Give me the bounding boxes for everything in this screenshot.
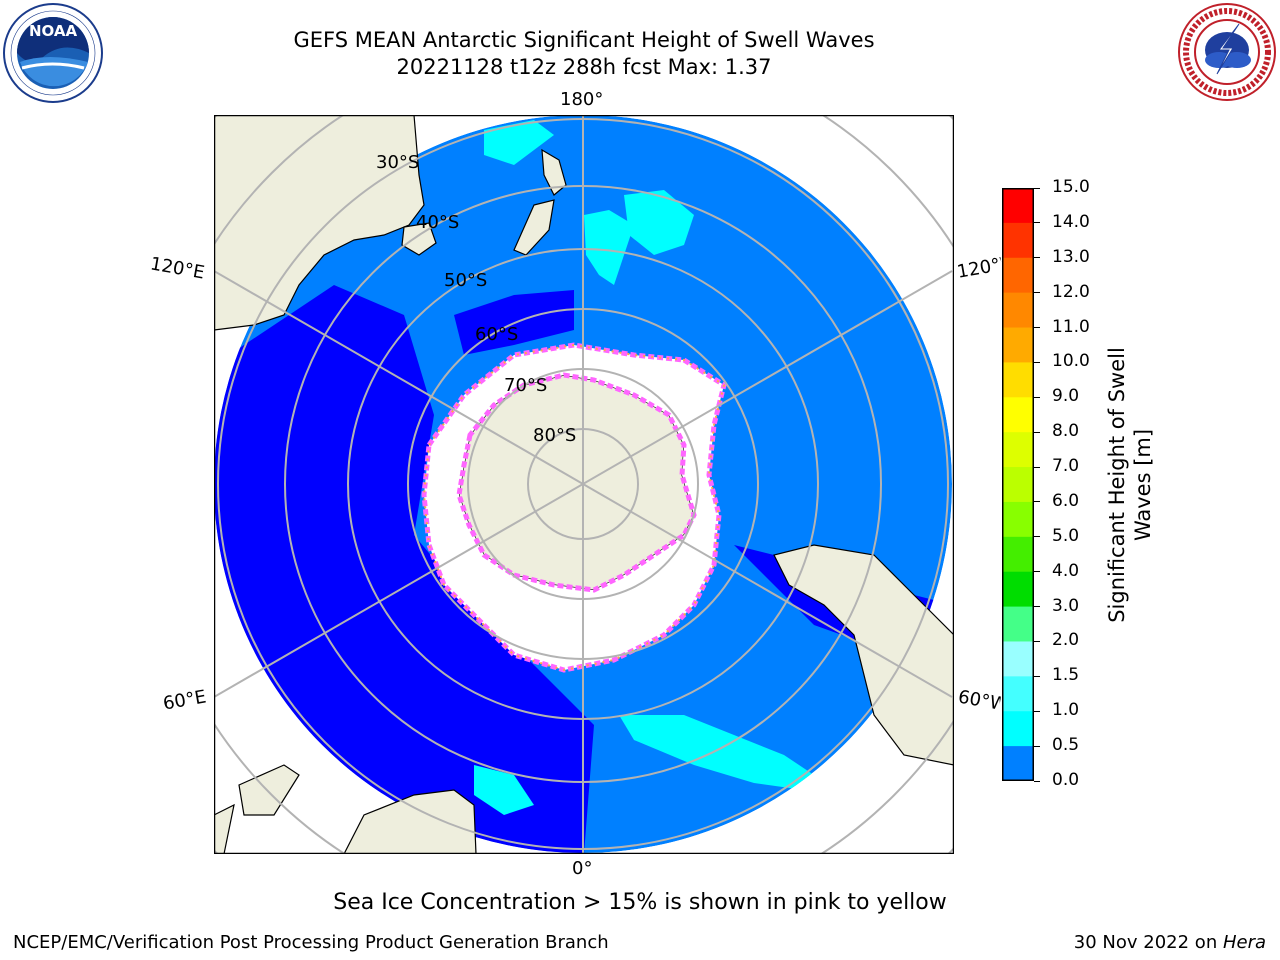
colorbar-tick-label: 15.0 <box>1052 177 1090 197</box>
colorbar-tick-mark <box>1034 675 1040 677</box>
colorbar-segment <box>1002 676 1034 712</box>
colorbar-segment <box>1002 641 1034 677</box>
lat-label-70s: 70°S <box>504 375 548 396</box>
lat-label-50s: 50°S <box>444 270 488 291</box>
low-swell-region <box>214 285 594 853</box>
lat-label-80s: 80°S <box>533 425 577 446</box>
noaa-logo-icon: NOAA <box>3 3 103 103</box>
colorbar-tick-mark <box>1034 466 1040 468</box>
footer-host: Hera <box>1222 932 1266 953</box>
colorbar-title-line2: Waves [m] <box>1131 428 1155 542</box>
colorbar-tick-mark <box>1034 361 1040 363</box>
colorbar-segment <box>1002 432 1034 468</box>
colorbar-segment <box>1002 711 1034 747</box>
colorbar-tick-mark <box>1034 745 1040 747</box>
colorbar-tick-label: 14.0 <box>1052 211 1090 232</box>
colorbar-segment <box>1002 188 1034 224</box>
lat-label-40s: 40°S <box>416 212 460 233</box>
colorbar-frame <box>1002 188 1034 781</box>
colorbar-tick-label: 1.0 <box>1052 700 1080 721</box>
lon-label-60e: 60°E <box>161 686 208 715</box>
colorbar-tick-label: 5.0 <box>1052 525 1080 546</box>
chart-title: GEFS MEAN Antarctic Significant Height o… <box>293 28 875 52</box>
colorbar-segment <box>1002 292 1034 329</box>
colorbar-tick-mark <box>1034 710 1040 712</box>
colorbar-segment <box>1002 467 1034 503</box>
colorbar-segment <box>1002 606 1034 642</box>
colorbar-tick-mark <box>1034 501 1040 503</box>
map-frame <box>214 115 954 854</box>
colorbar-segment <box>1002 746 1034 781</box>
colorbar-segment <box>1002 571 1034 608</box>
colorbar-tick-label: 11.0 <box>1052 316 1090 337</box>
lat-label-60s: 60°S <box>475 324 519 345</box>
colorbar-tick-label: 4.0 <box>1052 560 1080 581</box>
sea-ice <box>421 342 727 673</box>
colorbar-tick-mark <box>1034 257 1040 259</box>
svg-text:NOAA: NOAA <box>29 22 78 40</box>
colorbar-tick-label: 3.0 <box>1052 595 1080 616</box>
colorbar-title: Significant Height of Swell Waves [m] <box>1104 347 1156 623</box>
colorbar-tick-label: 1.5 <box>1052 665 1080 686</box>
colorbar-tick-label: 8.0 <box>1052 421 1080 442</box>
colorbar-segment <box>1002 327 1034 363</box>
colorbar-title-line1: Significant Height of Swell <box>1105 347 1129 623</box>
colorbar <box>1002 188 1034 781</box>
chart-subtitle: 20221128 t12z 288h fcst Max: 1.37 <box>396 55 772 79</box>
colorbar-tick-mark <box>1034 187 1040 189</box>
footer-credit: NCEP/EMC/Verification Post Processing Pr… <box>13 932 609 953</box>
colorbar-tick-mark <box>1034 431 1040 433</box>
colorbar-tick-mark <box>1034 222 1040 224</box>
colorbar-tick-label: 13.0 <box>1052 246 1090 267</box>
colorbar-tick-mark <box>1034 571 1040 573</box>
colorbar-tick-mark <box>1034 780 1040 782</box>
nws-logo-icon <box>1178 3 1276 101</box>
colorbar-tick-mark <box>1034 640 1040 642</box>
colorbar-segment <box>1002 536 1034 573</box>
lon-label-120e: 120°E <box>148 253 207 284</box>
colorbar-tick-label: 0.0 <box>1052 770 1080 790</box>
colorbar-tick-label: 6.0 <box>1052 490 1080 511</box>
colorbar-tick-label: 7.0 <box>1052 456 1080 477</box>
high-swell-region <box>619 715 814 790</box>
colorbar-segment <box>1002 362 1034 398</box>
colorbar-tick-label: 12.0 <box>1052 281 1090 302</box>
colorbar-tick-label: 0.5 <box>1052 735 1080 756</box>
graticule <box>214 115 954 854</box>
lon-label-180: 180° <box>560 89 604 110</box>
caption: Sea Ice Concentration > 15% is shown in … <box>333 890 947 915</box>
footer-date: 30 Nov 2022 on Hera <box>1074 932 1266 953</box>
lat-label-30s: 30°S <box>376 152 420 173</box>
lon-label-60w: 60°W <box>956 686 1002 715</box>
map-panel <box>214 115 954 854</box>
colorbar-segment <box>1002 222 1034 259</box>
colorbar-tick-mark <box>1034 292 1040 294</box>
colorbar-tick-label: 2.0 <box>1052 630 1080 651</box>
footer-date-text: 30 Nov 2022 on <box>1073 932 1223 953</box>
colorbar-tick-label: 9.0 <box>1052 386 1080 407</box>
colorbar-tick-mark <box>1034 396 1040 398</box>
colorbar-tick-label: 10.0 <box>1052 351 1090 372</box>
colorbar-tick-mark <box>1034 327 1040 329</box>
colorbar-segment <box>1002 257 1034 294</box>
lon-label-120w: 120°W <box>955 254 1004 283</box>
land-masses <box>214 115 954 854</box>
colorbar-tick-mark <box>1034 536 1040 538</box>
lon-label-0: 0° <box>572 858 593 879</box>
colorbar-segment <box>1002 501 1034 538</box>
colorbar-segment <box>1002 397 1034 433</box>
colorbar-tick-mark <box>1034 606 1040 608</box>
